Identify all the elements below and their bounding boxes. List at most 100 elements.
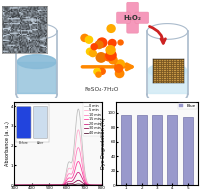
FancyBboxPatch shape: [117, 12, 130, 23]
FancyBboxPatch shape: [127, 20, 139, 33]
40 min: [65, 184, 67, 186]
Line: 20 min: 20 min: [14, 172, 102, 185]
15 min: [72, 175, 74, 178]
FancyBboxPatch shape: [127, 2, 139, 15]
Bar: [178, 77, 181, 79]
Bar: [181, 67, 184, 69]
Bar: [156, 67, 158, 69]
20 min: [65, 182, 67, 184]
20 min: [72, 179, 74, 182]
Bar: [158, 61, 161, 63]
Bar: [158, 77, 161, 79]
Bar: [171, 59, 173, 61]
40 min: [79, 183, 82, 185]
Bar: [166, 71, 168, 73]
20 min: [77, 171, 80, 174]
Circle shape: [106, 24, 116, 33]
Bar: [181, 79, 184, 81]
40 min: [77, 183, 80, 185]
20 min: [13, 184, 16, 186]
Circle shape: [93, 68, 101, 75]
Polygon shape: [17, 62, 56, 93]
10 min: [53, 184, 55, 186]
Circle shape: [95, 52, 107, 63]
Bar: [168, 73, 171, 75]
30 min: [77, 179, 80, 181]
30 min: [101, 184, 103, 186]
5 min: [65, 175, 67, 178]
Line: 10 min: 10 min: [14, 148, 102, 185]
Bar: [178, 69, 181, 71]
5 min: [53, 184, 55, 186]
Bar: [176, 63, 178, 65]
Circle shape: [86, 47, 94, 56]
40 min: [101, 184, 103, 186]
Circle shape: [114, 60, 123, 69]
15 min: [53, 184, 55, 186]
Bar: [181, 71, 184, 73]
Bar: [178, 73, 181, 75]
Bar: [166, 63, 168, 65]
40 min: [13, 184, 16, 186]
Ellipse shape: [17, 55, 56, 69]
Bar: [167, 115, 177, 185]
Bar: [158, 69, 161, 71]
Bar: [173, 61, 176, 63]
Bar: [153, 69, 156, 71]
Line: 15 min: 15 min: [14, 161, 102, 185]
Bar: [168, 61, 171, 63]
Circle shape: [80, 34, 89, 42]
Circle shape: [115, 69, 124, 78]
Bar: [173, 77, 176, 79]
40 min: [53, 184, 55, 186]
Bar: [171, 75, 173, 77]
Bar: [163, 69, 166, 71]
Polygon shape: [148, 70, 187, 93]
30 min: [36, 184, 38, 186]
5 min: [13, 184, 16, 186]
Bar: [156, 63, 158, 65]
15 min: [13, 184, 16, 186]
Bar: [158, 73, 161, 75]
20 min: [29, 184, 31, 186]
Bar: [161, 71, 163, 73]
Bar: [166, 75, 168, 77]
0 min: [72, 156, 74, 159]
Bar: [171, 63, 173, 65]
Bar: [161, 63, 163, 65]
20 min: [36, 184, 38, 186]
Bar: [171, 71, 173, 73]
Bar: [166, 59, 168, 61]
5 min: [79, 138, 82, 140]
Bar: [181, 63, 184, 65]
Bar: [153, 81, 156, 83]
Text: FeSO₄·7H₂O: FeSO₄·7H₂O: [85, 87, 119, 92]
15 min: [65, 180, 67, 183]
Bar: [168, 69, 171, 71]
Line: 0 min: 0 min: [14, 109, 102, 185]
Bar: [181, 59, 184, 61]
0 min: [29, 184, 31, 186]
Circle shape: [85, 36, 93, 44]
Line: 5 min: 5 min: [14, 130, 102, 185]
30 min: [79, 180, 82, 182]
5 min: [101, 184, 103, 186]
Bar: [156, 71, 158, 73]
Circle shape: [114, 64, 123, 73]
5 min: [36, 184, 38, 186]
Bar: [176, 71, 178, 73]
Bar: [171, 79, 173, 81]
0 min: [36, 184, 38, 186]
Bar: [161, 75, 163, 77]
Bar: [158, 65, 161, 67]
Circle shape: [98, 67, 106, 75]
Bar: [168, 65, 171, 67]
40 min: [36, 184, 38, 186]
Line: 30 min: 30 min: [14, 180, 102, 185]
Bar: [181, 75, 184, 77]
Bar: [178, 81, 181, 83]
Bar: [163, 61, 166, 63]
Circle shape: [96, 37, 108, 48]
Bar: [171, 67, 173, 69]
0 min: [65, 172, 67, 174]
